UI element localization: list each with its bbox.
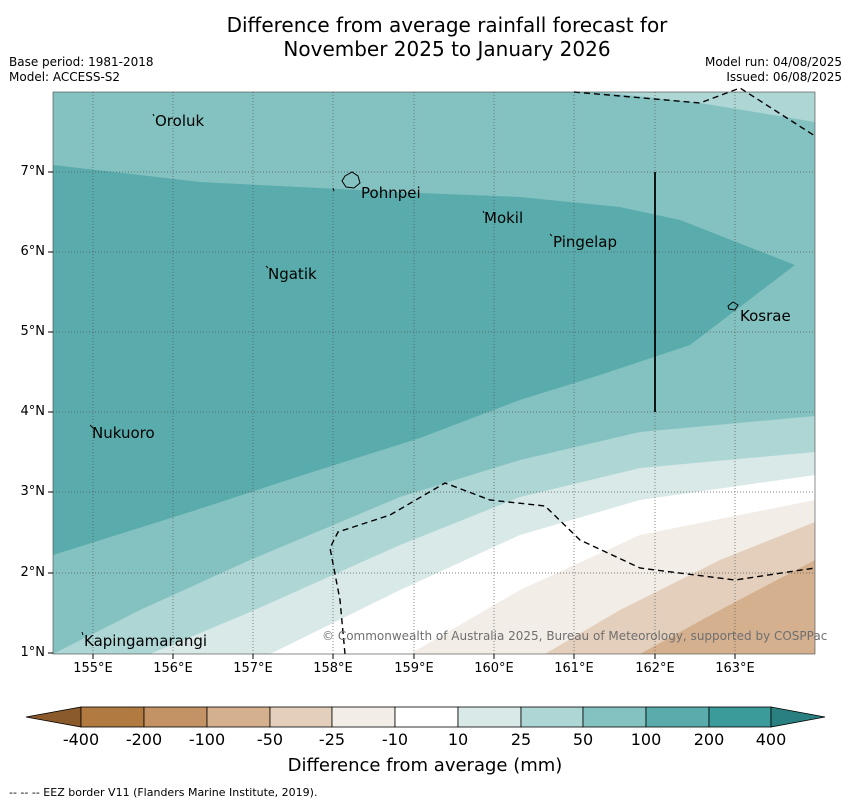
model-run: Model run: 04/08/2025 [704, 55, 842, 69]
base-period-info: Base period: 1981-2018 Model: ACCESS-S2 [9, 55, 154, 85]
lon-label: 160°E [474, 661, 514, 676]
pohnpei-reef-mark [332, 187, 335, 192]
lon-label: 161°E [554, 661, 594, 676]
place-label-nukuoro: Nukuoro [92, 424, 155, 442]
colorbar-tick-label: 25 [510, 730, 532, 749]
map-title: Difference from average rainfall forecas… [0, 13, 850, 61]
lat-label: 6°N [20, 244, 46, 259]
colorbar-tick-label: 50 [572, 730, 594, 749]
colorbar-tick-label: -25 [318, 730, 346, 749]
contour-minus100-minus50 [640, 560, 815, 654]
lon-label: 162°E [635, 661, 675, 676]
mokil-atoll-mark [482, 210, 485, 214]
lon-label: 155°E [73, 661, 113, 676]
colorbar-tick-label: 400 [755, 730, 787, 749]
place-label-pingelap: Pingelap [553, 233, 618, 251]
pingelap-atoll-mark [549, 233, 553, 237]
lat-label: 3°N [20, 484, 46, 499]
copyright-notice: © Commonwealth of Australia 2025, Bureau… [322, 629, 828, 643]
colorbar-tick-label: 100 [630, 730, 662, 749]
island-outlines [81, 113, 739, 636]
ngatik-atoll-mark [265, 265, 269, 269]
colorbar-bin [394, 706, 459, 728]
lat-label: 4°N [20, 404, 46, 419]
nukuoro-atoll-mark [89, 424, 94, 429]
colorbar-extend-high [770, 706, 826, 728]
colorbar-tick-label: -100 [188, 730, 226, 749]
colorbar-bin [582, 706, 647, 728]
colorbar-bin [206, 706, 271, 728]
longitude-tick-marks [92, 654, 736, 659]
eez-border [329, 87, 816, 655]
colorbar-extend-low [25, 706, 82, 728]
lat-label: 1°N [20, 645, 46, 660]
lon-label: 158°E [313, 661, 353, 676]
kapingamarangi-atoll-mark [81, 631, 84, 636]
kosrae-island-shape [727, 301, 739, 311]
colorbar-bin [269, 706, 333, 728]
place-label-ngatik: Ngatik [268, 265, 317, 283]
colorbar-bin [143, 706, 208, 728]
lat-label: 7°N [20, 164, 46, 179]
rainfall-contours [53, 92, 815, 654]
contour-100-200 [53, 165, 795, 555]
lat-label: 2°N [20, 565, 46, 580]
pohnpei-island-shape [341, 171, 361, 189]
colorbar-tick-label: 10 [447, 730, 469, 749]
lon-label: 156°E [153, 661, 193, 676]
oroluk-atoll-mark [152, 113, 155, 117]
eez-footnote: -- -- -- EEZ border V11 (Flanders Marine… [9, 786, 318, 799]
lon-label: 159°E [394, 661, 434, 676]
colorbar-tick-label: -200 [125, 730, 163, 749]
colorbar-bin [520, 706, 584, 728]
title-line-2: November 2025 to January 2026 [283, 37, 611, 61]
colorbar-tick-label: -400 [62, 730, 100, 749]
colorbar-tick-label: -50 [256, 730, 284, 749]
place-label-kosrae: Kosrae [740, 307, 791, 325]
colorbar-bin [708, 706, 772, 728]
lon-label: 157°E [233, 661, 273, 676]
colorbar-bin [80, 706, 145, 728]
colorbar-tick-label: 200 [693, 730, 725, 749]
contour-25-50-top [600, 92, 815, 122]
colorbar-bin [645, 706, 710, 728]
place-label-kapingamarangi: Kapingamarangi [84, 632, 208, 650]
latitude-tick-marks [48, 171, 53, 654]
colorbar-tick-label: -10 [381, 730, 409, 749]
lat-label: 5°N [20, 324, 46, 339]
colorbar [25, 706, 826, 728]
model-run-info: Model run: 04/08/2025 Issued: 06/08/2025 [705, 55, 842, 85]
base-period: Base period: 1981-2018 [9, 55, 154, 69]
colorbar-title: Difference from average (mm) [287, 755, 563, 776]
issued-date: Issued: 06/08/2025 [726, 70, 842, 84]
colorbar-bin [331, 706, 396, 728]
map-frame [52, 91, 816, 655]
place-label-oroluk: Oroluk [155, 112, 205, 130]
place-label-pohnpei: Pohnpei [361, 184, 421, 202]
title-line-1: Difference from average rainfall forecas… [226, 13, 668, 37]
model-name: Model: ACCESS-S2 [9, 70, 121, 84]
place-label-mokil: Mokil [484, 209, 524, 227]
lon-label: 163°E [715, 661, 755, 676]
colorbar-bin [457, 706, 522, 728]
